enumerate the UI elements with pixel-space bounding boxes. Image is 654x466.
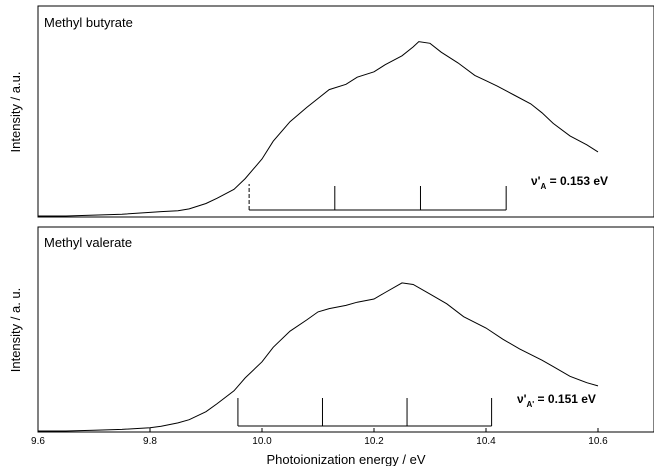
series-layer bbox=[38, 41, 599, 217]
x-tick-label: 9.6 bbox=[31, 436, 45, 447]
series-line bbox=[38, 41, 599, 217]
series-line bbox=[38, 282, 599, 432]
plot-frame bbox=[37, 226, 654, 433]
annotation-value: = 0.153 eV bbox=[546, 174, 608, 188]
x-tick-label: 10.6 bbox=[588, 436, 608, 447]
annotation-symbol: ν' bbox=[531, 174, 541, 188]
panel-title: Methyl butyrate bbox=[44, 15, 133, 30]
progression-comb bbox=[248, 184, 507, 211]
panel-methyl-butyrate: Methyl butyrate Intensity / a.u. ν'A = 0… bbox=[8, 5, 654, 218]
y-axis-label: Intensity / a.u. bbox=[8, 72, 23, 153]
progression-comb bbox=[237, 398, 493, 427]
x-tick-label: 10.0 bbox=[252, 436, 272, 447]
annotation-value: = 0.151 eV bbox=[534, 392, 596, 406]
annotation-subscript: A' bbox=[527, 400, 535, 409]
plot-frame bbox=[37, 5, 654, 218]
annotation-subscript: A bbox=[541, 182, 547, 191]
y-axis-label: Intensity / a. u. bbox=[8, 288, 23, 373]
series-layer bbox=[38, 282, 599, 432]
annotation-symbol: ν' bbox=[517, 392, 527, 406]
x-tick-label: 10.4 bbox=[476, 436, 496, 447]
panel-title: Methyl valerate bbox=[44, 235, 132, 250]
spacing-annotation: ν'A' = 0.151 eV bbox=[517, 392, 596, 409]
x-tick-label: 9.8 bbox=[143, 436, 157, 447]
x-axis-label: Photoionization energy / eV bbox=[267, 452, 426, 466]
x-tick-label: 10.2 bbox=[364, 436, 384, 447]
x-tick-layer: 9.6 9.8 10.0 10.2 10.4 10.6 bbox=[31, 428, 608, 447]
spacing-annotation: ν'A = 0.153 eV bbox=[531, 174, 608, 191]
panel-methyl-valerate: Methyl valerate Intensity / a. u. 9.6 9.8… bbox=[8, 226, 654, 466]
